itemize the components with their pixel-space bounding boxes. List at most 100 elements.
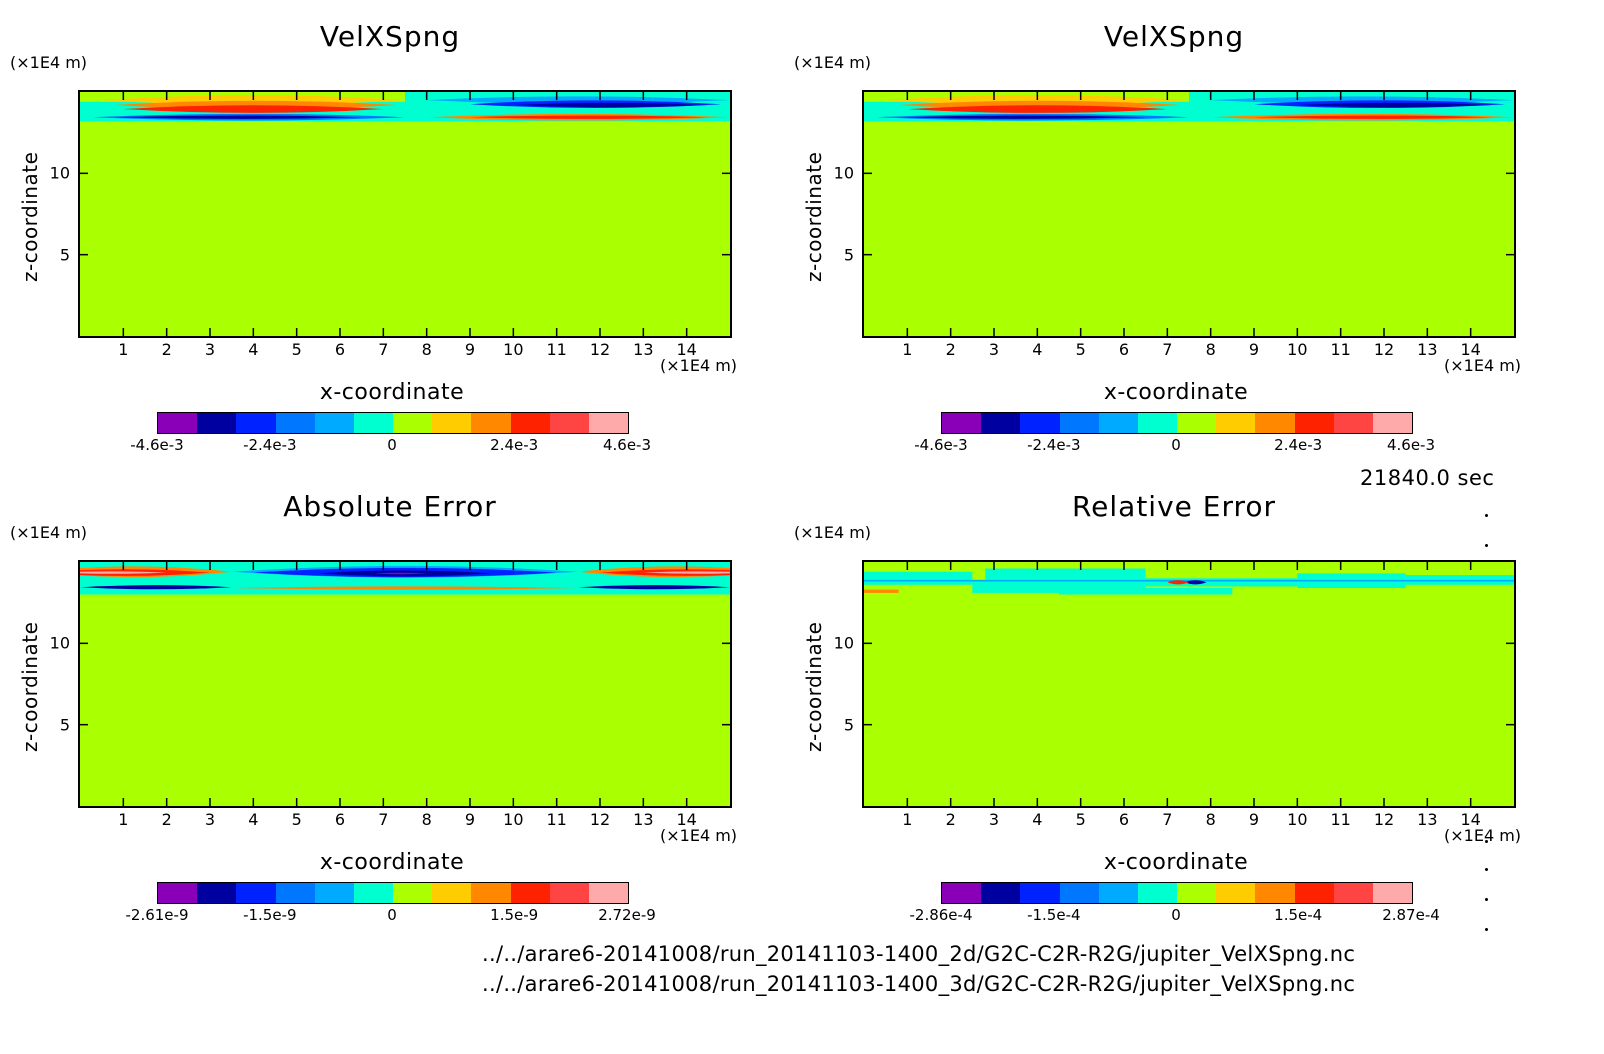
tick-marks [80, 562, 730, 806]
field-background [864, 92, 1514, 336]
relerr-negative-spot [1184, 580, 1207, 585]
colorbar-label: -2.4e-3 [243, 436, 297, 454]
colorbar-label: -1.5e-9 [243, 906, 297, 924]
y-tick-label: 5 [843, 245, 854, 265]
colorbar-segment [197, 413, 237, 433]
colorbar [157, 882, 629, 904]
relerr-cyan-patch-2 [1145, 578, 1298, 587]
colorbar-label: 0 [1171, 436, 1181, 454]
x-tick-label: 11 [546, 340, 567, 359]
colorbar-segment [353, 413, 394, 433]
band-positive-red-right [470, 115, 709, 119]
colorbar-segment [1098, 883, 1138, 903]
y-tick-label: 10 [833, 163, 854, 183]
colorbar-label: 2.4e-3 [1274, 436, 1323, 454]
x-tick-label: 10 [503, 340, 524, 359]
y-axis-unit: (×1E4 m) [10, 523, 88, 542]
x-tick-label: 14 [676, 340, 697, 359]
x-tick-label: 3 [988, 810, 1000, 829]
relerr-positive-spot [1167, 580, 1189, 585]
plot-area [862, 90, 1516, 338]
x-tick-label: 1 [902, 810, 913, 829]
x-tick-label: 10 [1287, 340, 1308, 359]
colorbar-segment [981, 883, 1021, 903]
colorbar-segment [275, 413, 315, 433]
heatmap-field [80, 92, 730, 336]
x-tick-label: 4 [1032, 340, 1043, 359]
error-negative-right-band [578, 585, 730, 590]
x-tick-label: 2 [945, 340, 956, 359]
x-tick-label: 12 [1373, 810, 1395, 829]
x-tick-label: 13 [1417, 340, 1438, 359]
relerr-orange-edge [864, 589, 899, 593]
colorbar [157, 412, 629, 434]
colorbar-segment [1059, 413, 1099, 433]
x-axis-unit: (×1E4 m) [660, 356, 738, 375]
edge-dot [1485, 840, 1488, 843]
colorbar-segment [236, 413, 276, 433]
x-axis-label: x-coordinate [319, 380, 465, 405]
x-tick-label: 5 [1075, 810, 1086, 829]
x-tick-label: 12 [589, 810, 611, 829]
x-tick-label: 6 [1118, 340, 1130, 359]
colorbar-segment [942, 883, 982, 903]
band-negative-navy-right [1297, 102, 1493, 108]
colorbar-segment [1216, 883, 1256, 903]
colorbar-segment [432, 883, 472, 903]
x-tick-label: 8 [421, 810, 432, 829]
colorbar [941, 412, 1413, 434]
x-tick-label: 9 [464, 810, 476, 829]
colorbar-segment [510, 883, 550, 903]
x-tick-label: 13 [633, 810, 654, 829]
colorbar-segment [549, 883, 589, 903]
chart-panel-2: VelXSpng (×1E4 m) (×1E4 m) z-coordinate x-co… [784, 0, 1564, 480]
edge-dot [1485, 544, 1488, 547]
colorbar-label: 2.4e-3 [490, 436, 539, 454]
x-tick-label: 14 [676, 810, 697, 829]
colorbar-label: -2.86e-4 [909, 906, 973, 924]
y-tick-label: 10 [833, 633, 854, 653]
colorbar-segment [1372, 413, 1413, 433]
colorbar [941, 882, 1413, 904]
x-tick-label: 11 [546, 810, 567, 829]
edge-dot [1485, 514, 1488, 517]
colorbar-label: -2.61e-9 [125, 906, 189, 924]
colorbar-segment [549, 413, 589, 433]
colorbar-label: 0 [1171, 906, 1181, 924]
relerr-thin-line [864, 579, 1514, 582]
colorbar-label: -4.6e-3 [914, 436, 968, 454]
field-background [864, 562, 1514, 806]
x-tick-label: 1 [118, 810, 129, 829]
chart-title: Relative Error [1071, 490, 1277, 523]
x-tick-label: 3 [204, 810, 216, 829]
colorbar-segment [393, 413, 433, 433]
relerr-cyan-patch-4 [1405, 575, 1514, 585]
x-tick-label: 8 [1205, 810, 1216, 829]
colorbar-segment [1137, 413, 1178, 433]
colorbar-segment [942, 413, 982, 433]
plot-area [78, 560, 732, 808]
x-tick-label: 7 [378, 810, 389, 829]
x-tick-label: 14 [1460, 340, 1481, 359]
relerr-cyan-patch-6 [1059, 588, 1233, 595]
x-tick-label: 10 [503, 810, 524, 829]
colorbar-segment [1059, 883, 1099, 903]
colorbar-segment [158, 883, 198, 903]
edge-dot [1485, 898, 1488, 901]
file-path: ../../arare6-20141008/run_20141103-1400_… [482, 942, 1356, 966]
x-tick-label: 14 [1460, 810, 1481, 829]
error-positive-lower-band [231, 586, 579, 590]
y-axis-unit: (×1E4 m) [10, 53, 88, 72]
colorbar-segment [158, 413, 198, 433]
x-tick-label: 9 [1248, 340, 1260, 359]
colorbar-label: 0 [387, 436, 397, 454]
colorbar-label: -4.6e-3 [130, 436, 184, 454]
x-tick-label: 5 [1075, 340, 1086, 359]
band-negative-navy-left [898, 115, 1146, 119]
x-tick-label: 5 [291, 810, 302, 829]
colorbar-segment [588, 883, 629, 903]
colorbar-label: 0 [387, 906, 397, 924]
colorbar-segment [588, 413, 629, 433]
colorbar-segment [236, 883, 276, 903]
x-tick-label: 2 [161, 810, 172, 829]
